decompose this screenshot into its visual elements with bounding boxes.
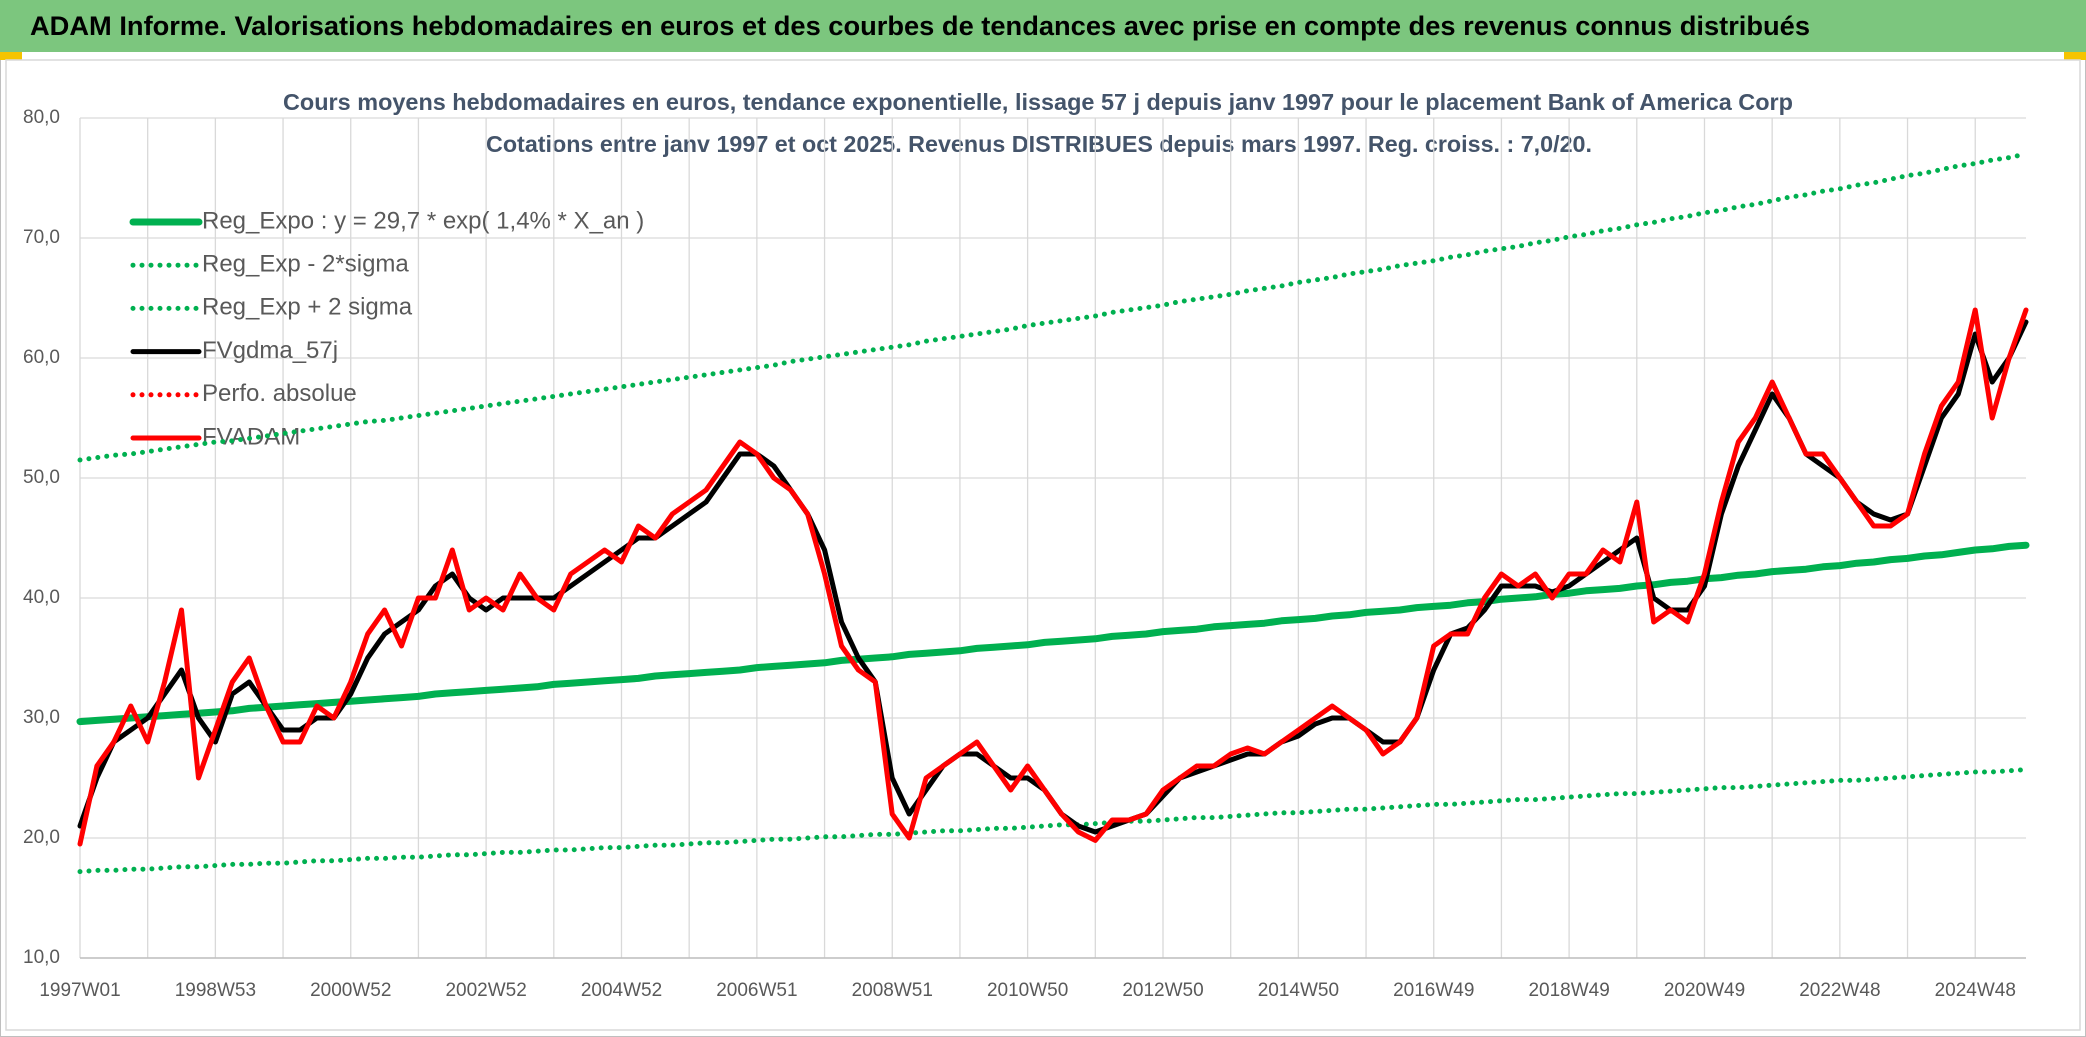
x-tick-label: 2024W48	[1935, 980, 2016, 1001]
legend-label: Reg_Exp - 2*sigma	[202, 251, 409, 278]
x-tick-label: 2016W49	[1393, 980, 1474, 1001]
x-tick-label: 2002W52	[445, 980, 526, 1001]
series-line	[77, 767, 2029, 875]
y-tick-label: 70,0	[23, 227, 60, 248]
series-line	[77, 151, 2029, 463]
legend-label: Reg_Expo : y = 29,7 * exp( 1,4% * X_an )	[202, 207, 644, 234]
x-tick-label: 2018W49	[1528, 980, 1609, 1001]
header-title: ADAM Informe. Valorisations hebdomadaire…	[30, 11, 1810, 41]
y-tick-label: 10,0	[23, 947, 60, 968]
chart-title: Cours moyens hebdomadaires en euros, ten…	[283, 89, 1793, 115]
corner	[2064, 52, 2086, 60]
x-tick-label: 2014W50	[1258, 980, 1339, 1001]
y-tick-label: 60,0	[23, 347, 60, 368]
y-tick-label: 50,0	[23, 467, 60, 488]
chart-area	[5, 59, 2081, 1031]
x-tick-label: 2006W51	[716, 980, 797, 1001]
x-tick-label: 2022W48	[1799, 980, 1880, 1001]
x-tick-label: 2010W50	[987, 980, 1068, 1001]
x-tick-label: 2008W51	[852, 980, 933, 1001]
y-tick-label: 30,0	[23, 707, 60, 728]
x-tick-label: 2020W49	[1664, 980, 1745, 1001]
y-tick-label: 20,0	[23, 827, 60, 848]
y-tick-label: 80,0	[23, 107, 60, 128]
series-line	[77, 307, 2029, 847]
legend-label: FVgdma_57j	[202, 337, 338, 364]
header-bar	[0, 0, 2086, 52]
x-tick-label: 1997W01	[39, 980, 120, 1001]
y-tick-label: 40,0	[23, 587, 60, 608]
chart-subtitle: Cotations entre janv 1997 et oct 2025. R…	[486, 131, 1592, 157]
legend-label: Reg_Exp + 2 sigma	[202, 294, 413, 321]
x-tick-label: 1998W53	[175, 980, 256, 1001]
x-tick-label: 2004W52	[581, 980, 662, 1001]
x-tick-label: 2000W52	[310, 980, 391, 1001]
x-tick-label: 2012W50	[1122, 980, 1203, 1001]
legend-label: Perfo. absolue	[202, 380, 357, 407]
corner	[0, 52, 22, 60]
